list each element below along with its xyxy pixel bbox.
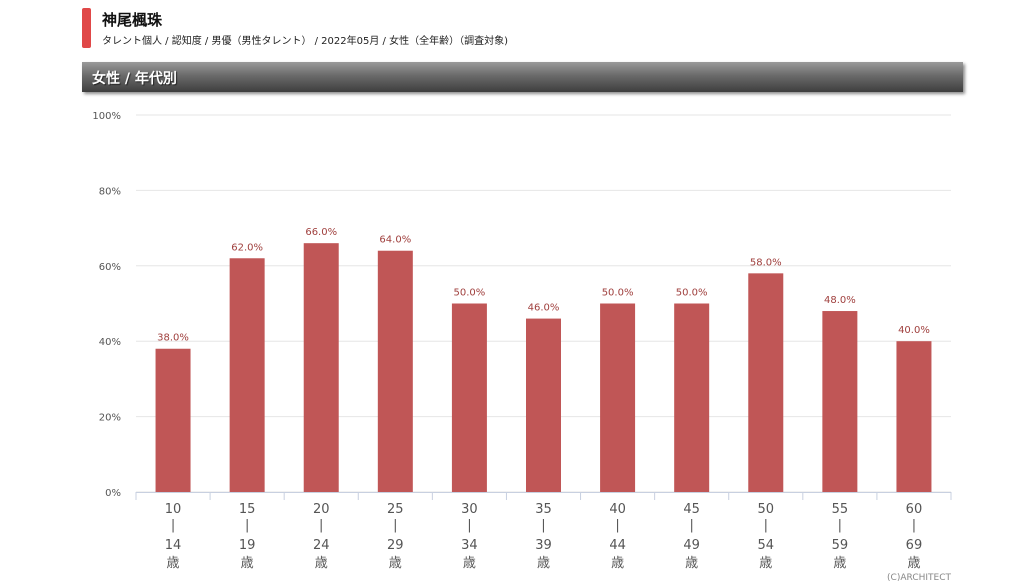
bar [377,250,413,492]
x-tick-label: 45 [683,502,700,517]
y-tick-label: 20% [99,413,121,424]
x-tick-label: 歳 [463,556,476,571]
x-tick-label: 59 [832,538,849,553]
x-tick-label: 55 [832,502,849,517]
data-label: 46.0% [528,303,560,314]
x-tick-label: 50 [757,502,774,517]
bar [303,243,339,492]
x-tick-label: 49 [683,538,700,553]
bar [229,258,265,492]
page-title: 神尾楓珠 [102,11,163,29]
x-tick-label: | [541,518,545,533]
bar [526,318,561,492]
x-tick-label: 歳 [167,556,180,571]
x-tick-label: | [171,518,175,533]
data-label: 50.0% [676,288,708,299]
x-tick-label: | [615,518,619,533]
section-header: 女性 / 年代別 [82,62,963,92]
data-label: 62.0% [231,242,263,253]
x-tick-label: | [245,518,249,533]
x-tick-label: 15 [239,502,256,517]
bar [451,303,487,492]
x-tick-label: 歳 [907,556,920,571]
x-tick-label: | [838,518,842,533]
x-tick-label: 20 [313,502,330,517]
title-accent-bar [82,8,91,48]
x-tick-label: | [764,518,768,533]
data-label: 58.0% [750,257,782,268]
x-tick-label: | [319,518,323,533]
x-tick-label: 69 [906,538,923,553]
bar [155,348,191,492]
x-tick-label: 歳 [389,556,402,571]
x-tick-label: 歳 [833,556,846,571]
bar [748,273,784,492]
x-tick-label: 29 [387,538,404,553]
bar [674,303,710,492]
x-tick-label: | [912,518,916,533]
page-subtitle: タレント個人 / 認知度 / 男優（男性タレント） / 2022年05月 / 女… [102,36,508,47]
x-tick-label: 40 [609,502,626,517]
y-tick-label: 0% [105,488,121,499]
x-tick-label: 54 [757,538,774,553]
x-tick-label: | [467,518,471,533]
data-label: 38.0% [157,333,189,344]
x-tick-label: 24 [313,538,330,553]
x-tick-label: 60 [906,502,923,517]
y-tick-label: 80% [99,186,121,197]
x-tick-label: 39 [535,538,552,553]
section-title: 女性 / 年代別 [92,71,177,87]
bar [822,311,858,492]
x-tick-label: 44 [609,538,626,553]
data-label: 66.0% [305,227,337,238]
x-tick-label: 25 [387,502,404,517]
y-tick-label: 40% [99,337,121,348]
y-tick-label: 100% [92,111,121,122]
y-tick-label: 60% [99,262,121,273]
x-tick-label: 14 [165,538,182,553]
x-tick-label: | [393,518,397,533]
data-label: 50.0% [454,288,486,299]
x-tick-label: 19 [239,538,256,553]
x-tick-label: 34 [461,538,478,553]
x-tick-label: 歳 [759,556,772,571]
data-label: 48.0% [824,295,856,306]
x-tick-label: 歳 [241,556,254,571]
bar [896,341,932,492]
bar [600,303,636,492]
data-label: 40.0% [898,325,930,336]
x-tick-label: | [689,518,693,533]
x-tick-label: 歳 [611,556,624,571]
copyright-text: (C)ARCHITECT [887,573,951,583]
x-tick-label: 歳 [537,556,550,571]
x-tick-label: 10 [165,502,182,517]
x-tick-label: 歳 [315,556,328,571]
data-label: 50.0% [602,288,634,299]
x-tick-label: 歳 [685,556,698,571]
x-tick-label: 30 [461,502,478,517]
data-label: 64.0% [379,235,411,246]
x-tick-label: 35 [535,502,552,517]
